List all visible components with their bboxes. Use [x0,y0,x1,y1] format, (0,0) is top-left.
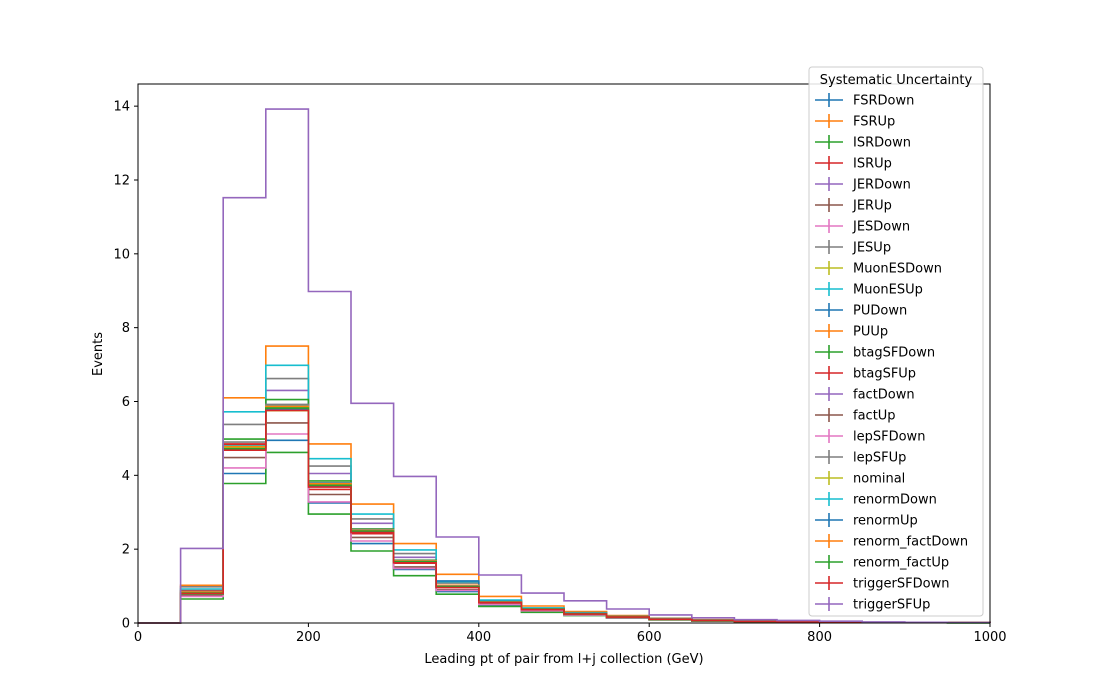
legend-label: triggerSFDown [853,577,949,592]
legend-label: JESUp [852,241,891,256]
legend-item-factUp: factUp [815,408,896,424]
legend-label: triggerSFUp [853,598,930,613]
x-tick-label: 600 [637,630,662,645]
y-tick-label: 6 [122,395,130,410]
legend-item-JESUp: JESUp [815,240,891,256]
legend-label: PUUp [853,325,888,340]
legend: Systematic Uncertainty FSRDown FSRUp ISRDo… [808,66,984,617]
plot-frame [137,83,991,624]
y-tick-label: 0 [122,617,130,632]
legend-label: factUp [853,409,896,424]
legend-label: PUDown [853,304,907,319]
y-tick-label: 10 [113,247,130,262]
legend-item-renormDown: renormDown [815,492,937,508]
legend-title: Systematic Uncertainty [820,73,973,88]
legend-item-PUDown: PUDown [815,303,907,319]
legend-item-nominal: nominal [815,471,905,487]
y-tick-label: 8 [122,321,130,336]
legend-item-lepSFDown: lepSFDown [815,429,925,445]
legend-item-FSRDown: FSRDown [815,93,914,109]
legend-label: renormUp [853,514,918,529]
legend-label: MuonESDown [853,262,942,277]
legend-label: renorm_factDown [853,535,968,550]
legend-label: FSRUp [853,115,895,130]
legend-item-btagSFDown: btagSFDown [815,345,935,361]
legend-frame [808,66,984,617]
legend-item-JERDown: JERDown [815,177,911,193]
x-tick-label: 1000 [973,630,1006,645]
x-axis-label: Leading pt of pair from l+j collection (… [424,652,703,667]
x-tick-label: 0 [134,630,142,645]
legend-label: lepSFDown [853,430,925,445]
legend-label: ISRDown [853,136,911,151]
legend-label: JESDown [852,220,910,235]
legend-item-renorm_factDown: renorm_factDown [815,534,968,550]
legend-label: factDown [853,388,915,403]
x-tick-label: 800 [807,630,832,645]
series-line-triggerSFUp [138,108,991,624]
legend-label: MuonESUp [853,283,923,298]
y-tick-label: 4 [122,469,130,484]
legend-item-btagSFUp: btagSFUp [815,366,916,382]
legend-label: nominal [853,472,905,487]
legend-label: renormDown [853,493,937,508]
legend-item-renorm_factUp: renorm_factUp [815,555,949,571]
legend-item-triggerSFUp: triggerSFUp [815,597,930,613]
legend-item-renormUp: renormUp [815,513,918,529]
legend-item-ISRDown: ISRDown [815,135,911,151]
legend-label: btagSFUp [853,367,916,382]
legend-label: JERUp [852,199,892,214]
y-axis-label: Events [91,332,106,376]
legend-item-JESDown: JESDown [815,219,910,235]
legend-item-lepSFUp: lepSFUp [815,450,906,466]
series-line-triggerSFDown [138,409,991,624]
y-tick-label: 14 [113,100,130,115]
legend-item-MuonESUp: MuonESUp [815,282,923,298]
y-tick-label: 2 [122,543,130,558]
legend-item-MuonESDown: MuonESDown [815,261,942,277]
series-layer [138,108,991,624]
legend-label: renorm_factUp [853,556,949,571]
x-tick-label: 400 [466,630,491,645]
legend-item-PUUp: PUUp [815,324,888,340]
legend-item-factDown: factDown [815,387,915,403]
legend-label: lepSFUp [853,451,906,466]
y-tick-label: 12 [113,173,130,188]
legend-label: btagSFDown [853,346,935,361]
legend-label: JERDown [852,178,911,193]
legend-item-JERUp: JERUp [815,198,892,214]
legend-label: ISRUp [853,157,892,172]
ticks-layer: 0 200 400 600 800 1000 0 2 4 6 8 10 12 14 [113,100,1006,645]
legend-item-triggerSFDown: triggerSFDown [815,576,949,592]
legend-item-ISRUp: ISRUp [815,156,892,172]
x-tick-label: 200 [296,630,321,645]
legend-label: FSRDown [853,94,914,109]
legend-item-FSRUp: FSRUp [815,114,895,130]
